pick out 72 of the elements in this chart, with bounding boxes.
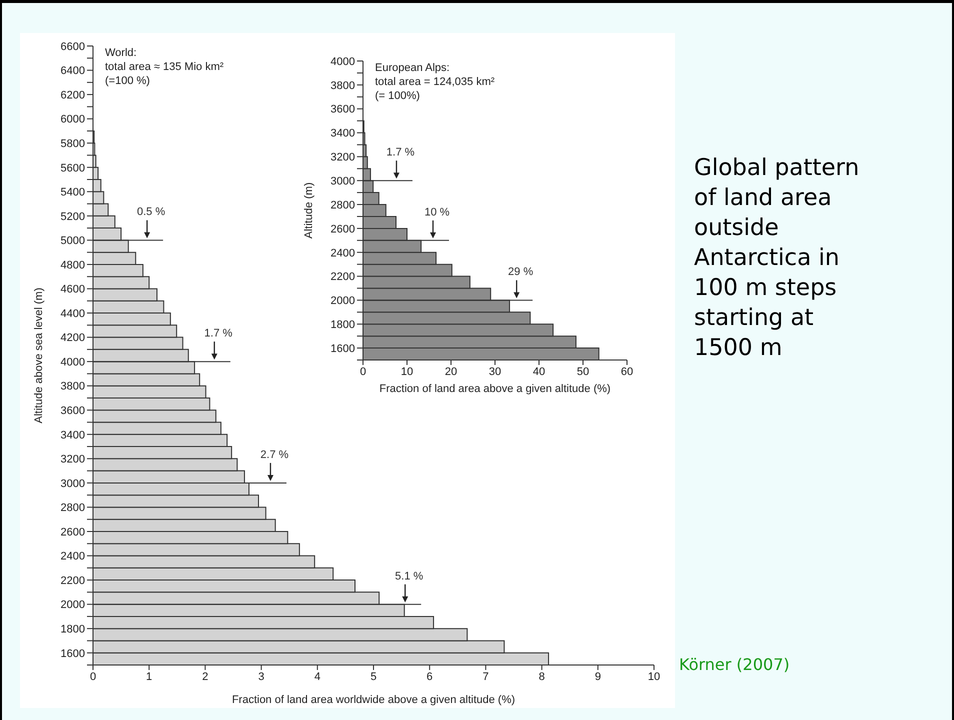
x-tick-label: 5 xyxy=(370,670,377,683)
text: Körner (2007) xyxy=(679,655,790,674)
annotation: 29 % xyxy=(508,266,534,278)
annotation: 10 % xyxy=(424,206,450,218)
x-tick-label: 0 xyxy=(90,670,96,683)
y-tick-label: 3200 xyxy=(60,454,85,466)
y-tick-label: 1800 xyxy=(60,623,85,636)
annotation: 1.7 % xyxy=(386,146,415,159)
x-tick-label: 7 xyxy=(482,670,489,683)
text: Global pattern of land area outside Antarctica in 100 m steps starting at 1500 m xyxy=(694,154,860,363)
y-tick-label: 3600 xyxy=(60,405,85,418)
x-tick-label: 10 xyxy=(648,670,660,683)
x-axis-title: Fraction of land area worldwide above a given altitude (%) xyxy=(232,694,516,706)
y-tick-label: 3800 xyxy=(330,80,355,92)
annotation: 5.1 % xyxy=(395,570,424,582)
y-tick-label: 6600 xyxy=(60,40,85,53)
x-tick-label: 1 xyxy=(146,670,152,683)
x-tick-label: 8 xyxy=(538,670,545,683)
y-tick-label: 3000 xyxy=(60,478,85,490)
x-tick-label: 60 xyxy=(620,366,634,378)
y-tick-label: 4200 xyxy=(60,332,85,344)
y-tick-label: 2200 xyxy=(60,574,85,587)
y-tick-label: 2400 xyxy=(330,247,355,260)
x-tick-label: 10 xyxy=(400,366,414,378)
y-tick-label: 2000 xyxy=(60,599,85,612)
x-tick-label: 3 xyxy=(258,670,264,683)
y-tick-label: 3800 xyxy=(60,380,85,393)
y-tick-label: 3400 xyxy=(330,128,355,140)
y-tick-label: 3200 xyxy=(330,152,355,164)
y-tick-label: 4600 xyxy=(60,284,85,296)
annotation: 0.5 % xyxy=(136,206,166,218)
y-axis-title: Altitude above sea level (m) xyxy=(32,288,45,424)
y-tick-label: 5600 xyxy=(60,162,85,174)
x-tick-label: 6 xyxy=(426,670,433,683)
x-tick-label: 4 xyxy=(314,670,320,683)
x-tick-label: 9 xyxy=(594,670,601,683)
x-tick-label: 40 xyxy=(532,366,546,378)
y-tick-label: 5800 xyxy=(60,138,85,150)
y-tick-label: 5400 xyxy=(60,186,85,199)
x-tick-label: 2 xyxy=(202,670,208,683)
y-tick-label: 2000 xyxy=(330,295,355,308)
y-tick-label: 2600 xyxy=(60,526,85,538)
y-tick-label: 3400 xyxy=(60,429,85,442)
annotation: European Alps: total area = 124,035 km² (= 100%) xyxy=(375,61,495,103)
y-tick-label: 1800 xyxy=(330,319,355,332)
x-tick-label: 50 xyxy=(576,366,590,378)
y-tick-label: 1600 xyxy=(330,342,355,355)
y-tick-label: 6000 xyxy=(60,114,85,126)
x-tick-label: 0 xyxy=(360,366,366,378)
y-tick-label: 4400 xyxy=(60,308,85,320)
y-tick-label: 2400 xyxy=(60,550,85,563)
annotation: 1.7 % xyxy=(204,328,233,340)
annotation: 2.7 % xyxy=(260,448,289,461)
y-tick-label: 2800 xyxy=(60,502,85,514)
y-tick-label: 4800 xyxy=(60,259,85,272)
y-tick-label: 2600 xyxy=(330,223,355,236)
y-tick-label: 4000 xyxy=(330,56,355,68)
y-tick-label: 5200 xyxy=(60,210,85,223)
x-axis-title: Fraction of land area above a given altitude (%) xyxy=(379,383,611,395)
y-tick-label: 4000 xyxy=(60,356,85,368)
y-tick-label: 2800 xyxy=(330,199,355,212)
x-tick-label: 20 xyxy=(444,366,458,378)
y-tick-label: 3000 xyxy=(330,176,355,188)
y-tick-label: 6200 xyxy=(60,89,85,102)
y-tick-label: 1600 xyxy=(60,648,85,660)
x-tick-label: 30 xyxy=(488,366,502,378)
y-tick-label: 6400 xyxy=(60,65,85,78)
y-tick-label: 3600 xyxy=(330,104,355,116)
y-tick-label: 5000 xyxy=(60,235,85,248)
y-axis-title: Altitude (m) xyxy=(302,182,315,239)
y-tick-label: 2200 xyxy=(330,271,355,284)
annotation: World: total area ≈ 135 Mio km² (=100 %) xyxy=(105,46,224,88)
